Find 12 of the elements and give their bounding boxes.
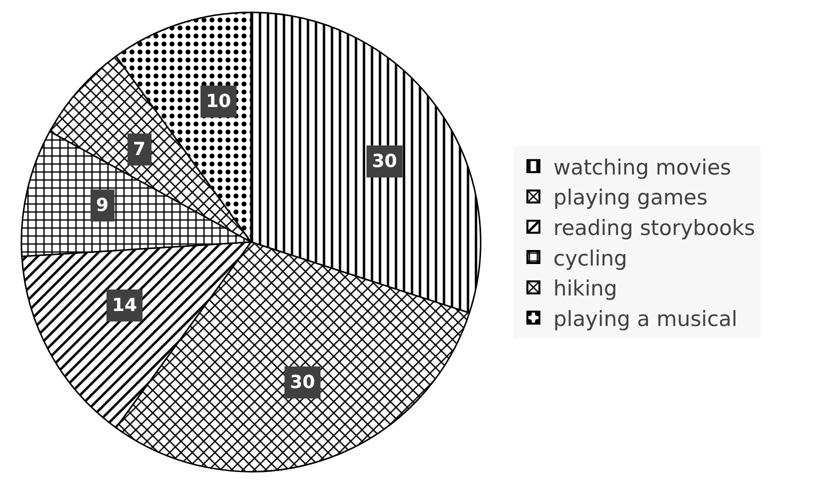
data-label: 10: [206, 91, 232, 112]
data-label: 7: [133, 139, 146, 160]
legend-label: cycling: [553, 246, 628, 270]
legend-label: playing games: [553, 186, 708, 210]
data-label: 14: [112, 295, 138, 316]
data-label: 30: [290, 372, 316, 393]
legend-label: playing a musical: [553, 306, 738, 331]
legend-label: watching movies: [553, 155, 732, 180]
legend-label: reading storybooks: [553, 216, 756, 240]
data-label: 9: [96, 195, 109, 216]
data-label: 30: [372, 151, 398, 172]
legend-label: hiking: [553, 276, 618, 301]
